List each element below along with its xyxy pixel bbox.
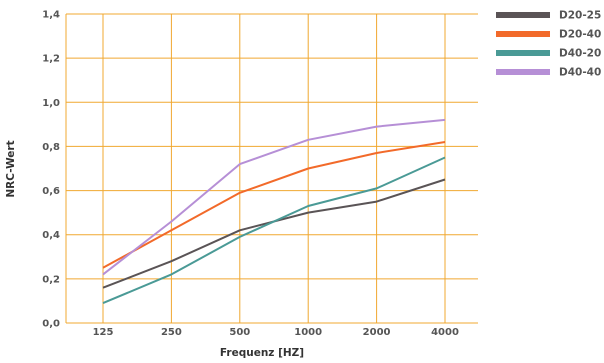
x-axis-title: Frequenz [HZ] (220, 347, 304, 359)
y-axis-title: NRC-Wert (5, 140, 17, 197)
y-tick-label: 0,8 (42, 142, 60, 153)
y-tick-label: 0,6 (42, 186, 60, 197)
x-tick-label: 1000 (294, 327, 322, 338)
x-tick-label: 2000 (363, 327, 391, 338)
y-tick-label: 0,4 (42, 230, 60, 241)
grid (65, 13, 478, 324)
y-tick-label: 0,0 (42, 319, 60, 330)
legend-label: D20-25 (559, 10, 601, 22)
series-line-d20-40 (102, 141, 446, 269)
series-line-d40-40 (102, 118, 446, 276)
legend-swatch (496, 69, 550, 75)
y-tick-labels: 0,0 0,2 0,4 0,6 0,8 1,0 1,2 1,4 (42, 10, 60, 330)
legend-label: D40-20 (559, 48, 601, 60)
legend-swatch (496, 12, 550, 18)
x-tick-label: 4000 (431, 327, 459, 338)
y-tick-label: 0,2 (42, 274, 60, 285)
x-tick-label: 250 (161, 327, 182, 338)
x-tick-label: 125 (93, 327, 114, 338)
legend-label: D40-40 (559, 67, 601, 79)
y-tick-label: 1,2 (42, 54, 60, 65)
legend-label: D20-40 (559, 29, 601, 41)
legend-swatch (496, 50, 550, 56)
x-tick-label: 500 (229, 327, 250, 338)
legend-swatch (496, 31, 550, 37)
series-lines (102, 118, 446, 305)
x-tick-labels: 125 250 500 1000 2000 4000 (93, 327, 459, 338)
y-tick-label: 1,0 (42, 98, 60, 109)
series-line-d40-20 (102, 156, 446, 305)
y-tick-label: 1,4 (42, 10, 60, 21)
legend: D20-25 D20-40 D40-20 D40-40 (496, 10, 601, 79)
